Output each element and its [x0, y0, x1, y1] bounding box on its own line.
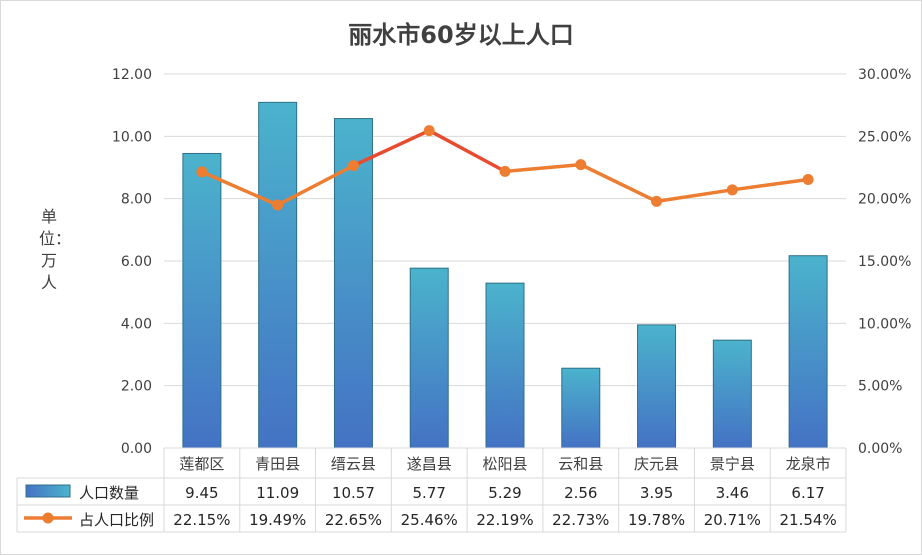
y-right-tick: 15.00% [858, 254, 911, 270]
line-point-青田县 [272, 199, 284, 211]
line-point-景宁县 [726, 184, 738, 196]
bar-景宁县 [712, 339, 752, 449]
y-right-tick: 5.00% [858, 379, 902, 395]
bar-遂昌县 [409, 267, 449, 449]
line-point-莲都区 [196, 166, 208, 178]
data-label: 19.49% [249, 511, 306, 529]
data-label: 22.65% [325, 511, 382, 529]
line-segment [503, 162, 583, 174]
chart-title: 丽水市60岁以上人口 [348, 21, 574, 49]
y-left-tick: 12.00 [112, 67, 152, 83]
data-label: 3.95 [640, 484, 673, 502]
y-right-tick: 10.00% [858, 316, 911, 332]
x-category-label: 庆元县 [634, 455, 679, 473]
y-left-tick: 8.00 [121, 192, 152, 208]
line-segment [654, 188, 735, 204]
data-label: 22.73% [552, 511, 609, 529]
line-point-云和县 [575, 159, 587, 171]
x-category-label: 青田县 [255, 455, 300, 473]
y-left-tick: 4.00 [121, 316, 152, 332]
x-category-label: 龙泉市 [786, 455, 831, 473]
line-segment [351, 128, 431, 168]
bar-庆元县 [637, 324, 677, 449]
data-label: 21.54% [780, 511, 837, 529]
y-right-tick: 25.00% [858, 129, 911, 145]
x-category-label: 莲都区 [179, 455, 224, 473]
data-label: 5.77 [413, 484, 446, 502]
x-category-label: 遂昌县 [407, 455, 452, 473]
legend-swatch-marker [42, 512, 54, 524]
legend-swatch-bar [25, 484, 71, 498]
line-point-缙云县 [347, 160, 359, 172]
y-left-tick: 10.00 [112, 129, 152, 145]
data-label: 2.56 [564, 484, 597, 502]
bar-青田县 [258, 101, 298, 449]
x-category-label: 缙云县 [331, 455, 376, 473]
bar-莲都区 [182, 152, 222, 449]
legend-label: 人口数量 [79, 484, 139, 502]
line-segment [579, 162, 659, 204]
data-label: 10.57 [332, 484, 375, 502]
line-point-龙泉市 [802, 173, 814, 185]
y-right-tick: 0.00% [858, 441, 902, 457]
bar-云和县 [561, 367, 601, 449]
data-label: 22.19% [476, 511, 533, 529]
x-category-label: 景宁县 [710, 455, 755, 473]
data-label: 20.71% [704, 511, 761, 529]
data-label: 11.09 [256, 484, 299, 502]
data-label: 6.17 [791, 484, 824, 502]
y-right-tick: 20.00% [858, 192, 911, 208]
line-segment [275, 163, 356, 207]
line-segment [200, 170, 280, 207]
y-left-tick: 2.00 [121, 379, 152, 395]
data-label: 25.46% [401, 511, 458, 529]
x-category-label: 松阳县 [482, 455, 527, 473]
bar-龙泉市 [788, 255, 828, 449]
y-left-tick: 6.00 [121, 254, 152, 270]
data-label: 9.45 [185, 484, 218, 502]
data-label: 3.46 [716, 484, 749, 502]
line-point-庆元县 [651, 195, 663, 207]
line-point-遂昌县 [423, 125, 435, 137]
data-label: 22.15% [173, 511, 230, 529]
x-category-label: 云和县 [558, 455, 603, 473]
line-segment [730, 177, 810, 192]
line-point-松阳县 [499, 165, 511, 177]
data-label: 19.78% [628, 511, 685, 529]
data-label: 5.29 [488, 484, 521, 502]
legend-label: 占人口比例 [79, 511, 154, 529]
y-left-tick: 0.00 [121, 441, 152, 457]
y-right-tick: 30.00% [858, 67, 911, 83]
bar-松阳县 [485, 282, 525, 449]
line-segment [427, 128, 507, 174]
